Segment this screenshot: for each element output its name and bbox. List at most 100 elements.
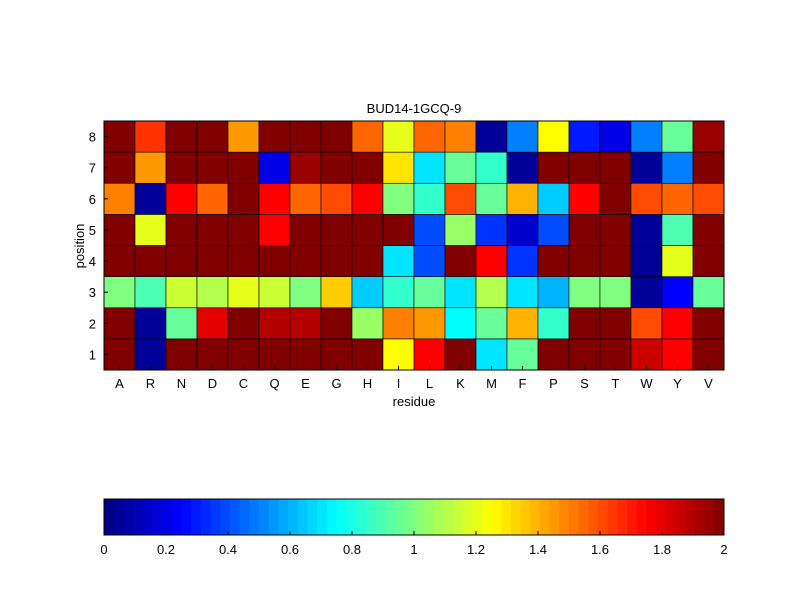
- heatmap-cell: [196, 151, 229, 184]
- heatmap-cell: [103, 120, 136, 153]
- heatmap-cell: [692, 151, 725, 184]
- colorbar-segment: [394, 499, 405, 535]
- heatmap-cell: [289, 214, 322, 246]
- y-tick-label: 4: [89, 254, 96, 269]
- heatmap-cell: [103, 276, 136, 309]
- heatmap-cell: [134, 151, 167, 184]
- heatmap-cell: [320, 214, 353, 246]
- heatmap-cell: [444, 338, 477, 371]
- heatmap-cell: [351, 120, 384, 153]
- heatmap-cell: [506, 276, 539, 309]
- heatmap-cell: [351, 338, 384, 371]
- heatmap-cell: [599, 182, 632, 215]
- colorbar-segment: [617, 499, 628, 535]
- heatmap-cell: [692, 182, 725, 215]
- colorbar-segment: [123, 499, 134, 535]
- colorbar-segment: [414, 499, 425, 535]
- heatmap-cell: [351, 182, 384, 215]
- heatmap-cell: [289, 182, 322, 215]
- heatmap-cell: [382, 151, 415, 184]
- heatmap-cell: [165, 182, 198, 215]
- heatmap-cell: [382, 307, 415, 340]
- heatmap-cell: [692, 245, 725, 277]
- heatmap-cell: [227, 151, 260, 184]
- colorbar-segment: [210, 499, 221, 535]
- colorbar-segment: [423, 499, 434, 535]
- heatmap-cell: [568, 307, 601, 340]
- colorbar-tick-label: 0.6: [281, 542, 299, 557]
- heatmap-cell: [630, 338, 663, 371]
- heatmap-cell: [568, 182, 601, 215]
- heatmap-cell: [196, 307, 229, 340]
- heatmap-cell: [661, 151, 694, 184]
- heatmap-cell: [196, 276, 229, 309]
- heatmap-cell: [103, 214, 136, 246]
- heatmap-cell: [227, 245, 260, 277]
- colorbar-segment: [142, 499, 153, 535]
- heatmap-cell: [289, 307, 322, 340]
- heatmap-cell: [568, 245, 601, 277]
- y-tick-label: 8: [89, 130, 96, 145]
- colorbar-segment: [384, 499, 396, 535]
- heatmap-cell: [599, 245, 632, 277]
- heatmap-cell: [475, 245, 508, 277]
- colorbar-segment: [452, 499, 463, 535]
- heatmap-cell: [475, 120, 508, 153]
- heatmap-cell: [506, 214, 539, 246]
- colorbar-segment: [171, 499, 182, 535]
- colorbar-segment: [365, 499, 376, 535]
- heatmap-cell: [413, 245, 446, 277]
- heatmap-cell: [661, 276, 694, 309]
- y-tick-labels: 1 2 3 4 5 6 7 8: [89, 130, 108, 362]
- colorbar-segment: [326, 499, 337, 535]
- colorbar-tick-label: 1.4: [529, 542, 547, 557]
- heatmap-cell: [661, 307, 694, 340]
- colorbar-tick-label: 0.4: [219, 542, 237, 557]
- heatmap-cell: [165, 120, 198, 153]
- heatmap-cell: [444, 245, 477, 277]
- heatmap-cell: [661, 214, 694, 246]
- colorbar-segment: [268, 499, 279, 535]
- x-tick-label: N: [177, 376, 186, 391]
- heatmap-cell: [320, 276, 353, 309]
- colorbar-segment: [443, 499, 454, 535]
- heatmap-cell: [537, 120, 570, 153]
- heatmap-cell: [506, 245, 539, 277]
- heatmap-cell: [568, 276, 601, 309]
- heatmap-cell: [103, 338, 136, 371]
- heatmap-cell: [506, 151, 539, 184]
- colorbar-tick-label: 0.8: [343, 542, 361, 557]
- colorbar-tick-label: 1.6: [591, 542, 609, 557]
- heatmap-cell: [506, 307, 539, 340]
- heatmap-cell: [475, 276, 508, 309]
- colorbar-segment: [433, 499, 444, 535]
- colorbar-segment: [530, 499, 541, 535]
- heatmap-cell: [258, 120, 291, 153]
- colorbar-segment: [675, 499, 686, 535]
- y-tick-label: 6: [89, 192, 96, 207]
- heatmap-cell: [413, 151, 446, 184]
- heatmap-cell: [444, 307, 477, 340]
- x-tick-label: W: [640, 376, 653, 391]
- heatmap-cell: [258, 276, 291, 309]
- heatmap-cell: [692, 338, 725, 371]
- heatmap-cell: [320, 151, 353, 184]
- x-tick-label: P: [549, 376, 558, 391]
- colorbar-segment: [375, 499, 386, 535]
- colorbar-segment: [355, 499, 367, 535]
- heatmap-cell: [351, 214, 384, 246]
- heatmap-cell: [630, 307, 663, 340]
- heatmap-cell: [103, 182, 136, 215]
- colorbar-segment: [694, 499, 706, 535]
- heatmap-cell: [661, 182, 694, 215]
- colorbar-segment: [200, 499, 212, 535]
- heatmap-cell: [258, 182, 291, 215]
- heatmap-cell: [196, 338, 229, 371]
- colorbar-segment: [297, 499, 308, 535]
- heatmap-cell: [258, 307, 291, 340]
- colorbar-segment: [307, 499, 318, 535]
- heatmap-cell: [134, 214, 167, 246]
- heatmap-cell: [320, 245, 353, 277]
- x-tick-label: G: [331, 376, 341, 391]
